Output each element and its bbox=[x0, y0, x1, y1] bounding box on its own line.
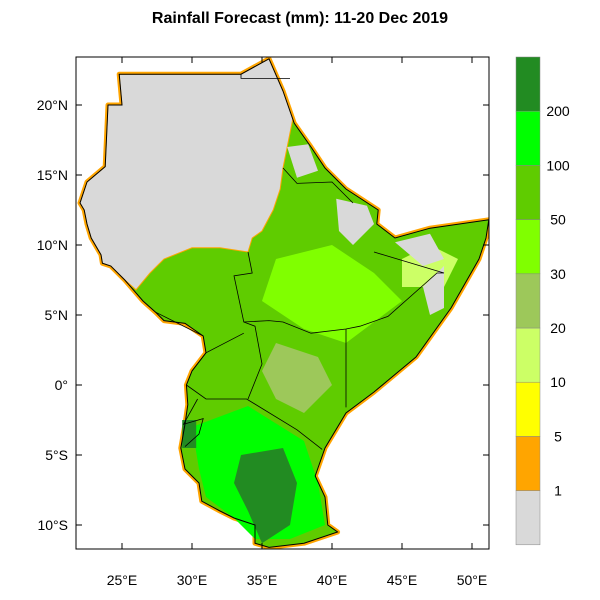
legend-swatch bbox=[515, 327, 541, 383]
country-border bbox=[182, 398, 204, 447]
y-tick-label: 5°S bbox=[45, 447, 68, 463]
map-title: Rainfall Forecast (mm): 11-20 Dec 2019 bbox=[151, 10, 449, 27]
x-tick-label: 40°E bbox=[317, 572, 348, 588]
legend-label: 5 bbox=[554, 428, 562, 444]
x-tick-label: 25°E bbox=[107, 572, 138, 588]
rainfall-200-plus-burundi bbox=[182, 420, 197, 448]
legend-swatch bbox=[515, 110, 541, 166]
no-rain-eritrea bbox=[287, 144, 318, 178]
y-tick-label: 10°N bbox=[37, 237, 68, 253]
legend-swatch bbox=[515, 436, 541, 491]
no-rain-afar bbox=[336, 198, 374, 245]
legend-swatch bbox=[515, 56, 541, 112]
x-tick-label: 45°E bbox=[387, 572, 418, 588]
country-border bbox=[282, 167, 354, 204]
x-tick-label: 35°E bbox=[247, 572, 278, 588]
x-tick-label: 50°E bbox=[457, 572, 488, 588]
legend-label: 20 bbox=[550, 320, 566, 336]
rainfall-20-30-kenya bbox=[262, 343, 332, 413]
legend-label: 50 bbox=[550, 212, 566, 228]
legend-swatch bbox=[515, 381, 541, 437]
rainfall-200-plus-tanzania bbox=[234, 448, 297, 544]
country-border bbox=[243, 321, 263, 400]
y-tick-label: 20°N bbox=[37, 97, 68, 113]
y-tick-label: 5°N bbox=[45, 307, 69, 323]
legend-label: 10 bbox=[550, 374, 566, 390]
color-legend: 1 5 10 20 30 50 100 200 bbox=[515, 56, 570, 546]
legend-swatch bbox=[515, 490, 541, 546]
rainfall-30-50-ethiopia bbox=[262, 245, 402, 343]
x-tick-label: 30°E bbox=[177, 572, 208, 588]
legend-swatch bbox=[515, 165, 541, 220]
y-tick-label: 15°N bbox=[37, 167, 68, 183]
country-border bbox=[233, 251, 445, 334]
legend-swatch bbox=[515, 273, 541, 329]
y-tick-label: 10°S bbox=[37, 517, 68, 533]
no-rain-somaliland bbox=[395, 233, 444, 266]
coastline bbox=[79, 58, 489, 548]
legend-label: 1 bbox=[554, 483, 562, 499]
legend-swatch bbox=[515, 219, 541, 275]
legend-label: 100 bbox=[546, 157, 570, 173]
no-rain-somalia bbox=[423, 266, 444, 315]
country-border bbox=[155, 311, 204, 337]
country-border bbox=[186, 384, 323, 450]
map-layer bbox=[77, 57, 489, 549]
y-tick-label: 0° bbox=[55, 377, 68, 393]
legend-label: 30 bbox=[550, 266, 566, 282]
country-border bbox=[240, 74, 290, 79]
legend-label: 200 bbox=[546, 103, 570, 119]
map-frame bbox=[75, 56, 490, 550]
